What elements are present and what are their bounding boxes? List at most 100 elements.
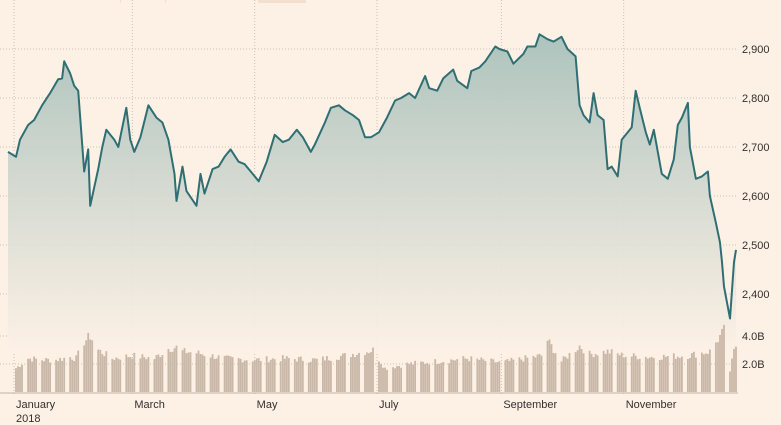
volume-bar [340, 355, 342, 392]
volume-bar [227, 355, 230, 392]
volume-bar [354, 357, 356, 392]
volume-bar [709, 349, 711, 392]
volume-bar [496, 362, 499, 392]
volume-bar [630, 356, 633, 392]
volume-bar [356, 354, 358, 392]
volume-bar [105, 351, 108, 392]
volume-bar [400, 367, 402, 392]
volume-bar [309, 361, 312, 392]
volume-bar [733, 348, 735, 392]
volume-bar [257, 358, 260, 392]
volume-bar [17, 366, 19, 392]
volume-bar [566, 358, 569, 392]
volume-bar [225, 355, 228, 392]
volume-bar [350, 357, 352, 392]
volume-bar [550, 344, 553, 392]
volume-bar [117, 358, 120, 392]
volume-bar [624, 356, 627, 392]
volume-bar [147, 356, 150, 392]
month-label: January [16, 399, 56, 411]
volume-bar [143, 357, 146, 392]
volume-bar [452, 360, 455, 392]
price-tick-label: 2,800 [742, 93, 770, 105]
volume-bar [171, 351, 174, 392]
volume-bar [504, 360, 507, 392]
volume-bar [231, 357, 234, 392]
volume-bar [484, 360, 487, 392]
volume-bar [562, 356, 565, 392]
volume-bar [378, 361, 380, 392]
volume-bar [636, 359, 639, 392]
volume-bar [139, 358, 142, 392]
price-axis: 2,900 2,800 2,700 2,600 2,500 2,400 [742, 44, 770, 301]
volume-bar [408, 364, 410, 392]
volume-bar [548, 339, 551, 392]
volume-bar [468, 361, 471, 392]
volume-bar [470, 356, 473, 392]
volume-bar [448, 363, 451, 392]
volume-bar [662, 354, 665, 392]
volume-bar [201, 354, 204, 392]
volume-bar [510, 357, 513, 392]
volume-bar [695, 357, 697, 392]
volume-bar [406, 362, 408, 392]
volume-bar [532, 355, 535, 392]
volume-bar [187, 352, 190, 392]
volume-bar [175, 345, 178, 392]
volume-bar [392, 367, 394, 392]
volume-bar [49, 362, 51, 392]
volume-bar [344, 353, 346, 392]
volume-bar [131, 358, 134, 392]
volume-bar [195, 353, 198, 392]
volume-bar [396, 366, 398, 392]
volume-bar [634, 355, 637, 392]
volume-bar [241, 362, 244, 392]
volume-bar [19, 367, 21, 392]
volume-bar [127, 357, 130, 392]
volume-bar [434, 359, 437, 392]
volume-bar [512, 359, 515, 392]
volume-bar [424, 363, 426, 392]
month-label: May [257, 399, 278, 411]
volume-bar [145, 359, 148, 392]
volume-bar [41, 360, 43, 392]
volume-bar [322, 356, 324, 392]
volume-bar [715, 342, 717, 392]
volume-bar [255, 358, 258, 392]
volume-bar [101, 354, 104, 392]
volume-bar [450, 359, 453, 392]
volume-bar [650, 356, 653, 392]
volume-bar [83, 345, 86, 392]
volume-bar [438, 363, 441, 392]
volume-bar [111, 358, 114, 392]
top-tab-marker [258, 0, 306, 3]
volume-bar [494, 362, 497, 392]
volume-bar [211, 354, 214, 392]
volume-bar [540, 355, 543, 392]
volume-bar [324, 360, 326, 392]
volume-bar [153, 359, 156, 392]
volume-bar [342, 353, 344, 392]
volume-bar [568, 353, 571, 392]
price-tick-label: 2,700 [742, 142, 770, 154]
volume-bar [526, 357, 529, 392]
volume-bar [436, 363, 439, 392]
volume-bar [674, 358, 677, 392]
volume-bar [522, 361, 525, 392]
top-tab-marker [120, 0, 121, 3]
volume-bar [97, 349, 100, 392]
volume-bar [265, 356, 268, 392]
volume-bar [508, 360, 511, 392]
volume-bar [386, 369, 388, 392]
volume-bar [366, 352, 368, 392]
volume-bar [380, 364, 382, 392]
volume-bar [717, 342, 719, 392]
price-tick-label: 2,600 [742, 191, 770, 203]
price-tick-label: 2,400 [742, 289, 770, 301]
volume-bar [267, 362, 270, 392]
volume-bar [155, 355, 158, 392]
volume-bar [426, 363, 429, 392]
volume-bar [209, 357, 212, 392]
x-axis: January 2018 March May July September November [16, 399, 677, 425]
